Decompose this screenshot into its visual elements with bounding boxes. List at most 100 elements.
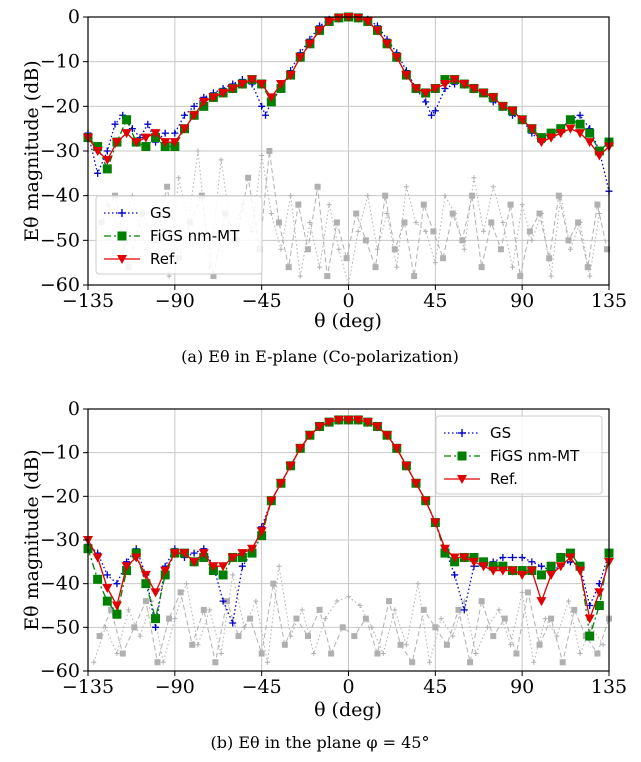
- ghost-point: [212, 659, 219, 666]
- legend-label-figs: FiGS nm-MT: [150, 227, 240, 245]
- y-tick-label: −20: [40, 485, 80, 507]
- data-point-s2: [169, 549, 180, 559]
- ghost-point: [172, 616, 178, 622]
- data-point-s2: [189, 111, 200, 121]
- y-tick-label: −60: [40, 274, 80, 296]
- ghost-point: [126, 607, 132, 613]
- x-tick-label: 135: [591, 290, 627, 312]
- ghost-point: [119, 650, 126, 657]
- data-point-s2: [555, 129, 566, 139]
- ghost-point: [295, 201, 302, 208]
- ghost-point: [137, 633, 143, 639]
- data-point-s0: [113, 580, 121, 588]
- ghost-point: [374, 246, 380, 252]
- caption-a: (a) Eθ in E-plane (Co-polarization): [181, 347, 459, 366]
- ghost-point: [253, 598, 259, 604]
- data-point-s0: [94, 169, 102, 177]
- data-point-s2: [584, 614, 595, 624]
- data-point-s2: [401, 71, 412, 81]
- data-point-s2: [140, 133, 151, 143]
- data-point-s2: [121, 562, 132, 572]
- series-lines: [83, 415, 614, 641]
- ghost-point: [317, 264, 323, 270]
- data-point-s2: [594, 588, 605, 598]
- data-point-s2: [536, 138, 547, 148]
- data-point-s2: [430, 84, 441, 94]
- data-point-s2: [218, 562, 229, 572]
- data-point-s1: [131, 548, 141, 558]
- ghost-point: [490, 633, 497, 640]
- data-point-s2: [131, 553, 142, 563]
- legend-marker-figs: [117, 231, 127, 241]
- data-point-s2: [218, 88, 229, 98]
- data-point-s1: [546, 128, 556, 138]
- x-tick-label: 90: [510, 290, 534, 312]
- data-point-s2: [304, 431, 315, 441]
- data-point-s0: [238, 562, 246, 570]
- x-tick-label: −135: [62, 290, 114, 312]
- data-point-s2: [353, 415, 364, 425]
- ghost-point: [235, 633, 242, 640]
- ghost-point: [554, 633, 560, 639]
- ghost-point: [577, 651, 583, 657]
- ghost-point: [176, 175, 182, 181]
- data-point-s2: [382, 39, 393, 49]
- ghost-point: [587, 273, 593, 279]
- data-point-s0: [219, 597, 227, 605]
- data-point-s0: [152, 623, 160, 631]
- ghost-point: [449, 210, 456, 217]
- data-point-s1: [536, 570, 546, 580]
- x-axis-label: θ (deg): [314, 310, 382, 332]
- data-point-s2: [536, 597, 547, 607]
- ghost-point: [372, 264, 379, 271]
- data-point-s0: [431, 107, 439, 115]
- ghost-point: [207, 607, 213, 613]
- ghost-point: [266, 148, 273, 154]
- data-point-s2: [237, 80, 248, 89]
- ghost-point: [391, 246, 398, 253]
- x-tick-label: 45: [423, 676, 447, 698]
- data-point-s2: [478, 562, 489, 572]
- ghost-point: [336, 246, 342, 252]
- data-point-s2: [150, 588, 161, 598]
- x-tick-label: 45: [423, 290, 447, 312]
- data-point-s2: [459, 80, 470, 89]
- x-tick-label: −90: [155, 290, 195, 312]
- ghost-point: [423, 228, 429, 234]
- ghost-point: [471, 175, 477, 181]
- data-point-s2: [121, 129, 132, 139]
- ghost-point: [536, 210, 543, 217]
- data-point-s0: [451, 571, 459, 579]
- ghost-point: [490, 184, 496, 190]
- data-point-s0: [460, 606, 468, 614]
- ghost-point: [278, 246, 284, 252]
- ghost-point: [223, 598, 230, 605]
- data-point-s2: [324, 17, 335, 27]
- tick-labels: −135 −90 −45 0 45 90 135 0 −10 −20 −30 −40 −50 −60: [40, 398, 627, 698]
- data-point-s1: [594, 146, 604, 156]
- ghost-point: [154, 659, 161, 666]
- ghost-point: [114, 651, 120, 657]
- ghost-point: [355, 228, 361, 234]
- data-point-s2: [102, 155, 113, 165]
- data-point-s2: [237, 549, 248, 559]
- data-point-s0: [103, 147, 111, 155]
- ghost-point: [142, 598, 149, 605]
- ghost-point: [326, 202, 332, 208]
- ghost-point: [519, 202, 525, 208]
- data-point-s1: [585, 128, 595, 138]
- legend-label-ref: Ref.: [150, 250, 178, 268]
- ghost-point: [328, 650, 335, 657]
- data-point-s2: [526, 124, 537, 134]
- data-point-s2: [507, 106, 518, 116]
- ghost-point: [546, 255, 553, 262]
- ghost-point: [500, 219, 506, 225]
- ghost-point: [496, 607, 502, 613]
- data-point-s2: [198, 97, 209, 107]
- ghost-point: [311, 651, 317, 657]
- ghost-point: [497, 246, 504, 253]
- ghost-point: [218, 651, 224, 657]
- ghost-point: [401, 219, 408, 226]
- legend: GS FiGS nm-MT Ref.: [95, 195, 263, 275]
